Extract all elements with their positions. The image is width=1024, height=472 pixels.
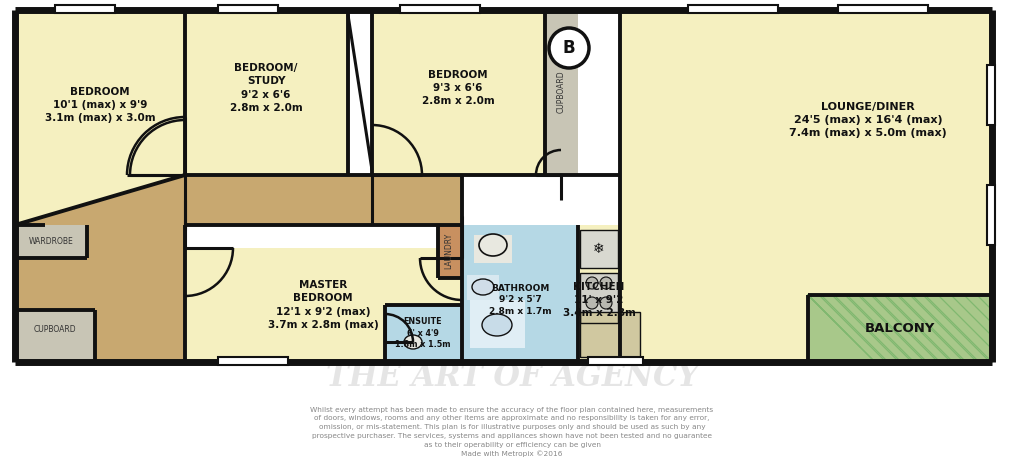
Bar	[838, 5, 928, 13]
Bar	[580, 230, 618, 268]
Text: BALCONY: BALCONY	[865, 321, 935, 335]
Ellipse shape	[404, 335, 422, 349]
Bar	[15, 10, 185, 225]
Text: LOUNGE/DINER
24'5 (max) x 16'4 (max)
7.4m (max) x 5.0m (max): LOUNGE/DINER 24'5 (max) x 16'4 (max) 7.4…	[790, 102, 947, 138]
Circle shape	[549, 28, 589, 68]
Text: BEDROOM/
STUDY
9'2 x 6'6
2.8m x 2.0m: BEDROOM/ STUDY 9'2 x 6'6 2.8m x 2.0m	[229, 63, 302, 113]
Bar	[580, 273, 618, 323]
Text: WARDROBE: WARDROBE	[29, 236, 74, 245]
Text: BEDROOM
10'1 (max) x 9'9
3.1m (max) x 3.0m: BEDROOM 10'1 (max) x 9'9 3.1m (max) x 3.…	[45, 87, 156, 123]
Circle shape	[586, 277, 598, 289]
Bar	[470, 300, 525, 348]
Ellipse shape	[482, 314, 512, 336]
Text: LAUNDRY: LAUNDRY	[444, 233, 454, 269]
Bar	[987, 185, 995, 245]
Bar	[467, 275, 499, 300]
Bar	[385, 305, 462, 362]
Bar	[185, 10, 348, 175]
Text: ENSUITE
6' x 4'9
1.8m x 1.5m: ENSUITE 6' x 4'9 1.8m x 1.5m	[395, 317, 451, 349]
Bar	[688, 5, 778, 13]
Text: CUPBOARD: CUPBOARD	[556, 71, 565, 113]
Ellipse shape	[479, 234, 507, 256]
Bar	[987, 65, 995, 125]
Bar	[545, 10, 578, 175]
Bar	[580, 312, 640, 357]
Text: THE ART OF AGENCY: THE ART OF AGENCY	[326, 362, 698, 394]
Bar	[385, 305, 462, 362]
Text: B: B	[562, 39, 575, 57]
Bar	[15, 225, 87, 258]
Bar	[578, 225, 620, 362]
Text: KITCHEN
11' x 9'2
3.4m x 2.8m: KITCHEN 11' x 9'2 3.4m x 2.8m	[562, 282, 636, 318]
Circle shape	[586, 297, 598, 309]
Bar	[400, 5, 480, 13]
Bar	[580, 230, 618, 268]
Ellipse shape	[472, 279, 494, 295]
Polygon shape	[15, 175, 462, 362]
Text: MASTER
BEDROOM
12'1 x 9'2 (max)
3.7m x 2.8m (max): MASTER BEDROOM 12'1 x 9'2 (max) 3.7m x 2…	[267, 280, 379, 330]
Bar	[580, 312, 640, 357]
Circle shape	[600, 297, 612, 309]
Text: ❄: ❄	[593, 242, 605, 256]
Bar	[588, 357, 643, 365]
Bar	[580, 273, 618, 323]
Bar	[185, 248, 462, 362]
Bar	[15, 310, 95, 362]
Bar	[218, 5, 278, 13]
Circle shape	[600, 277, 612, 289]
Bar	[620, 10, 992, 362]
Text: BEDROOM
9'3 x 6'6
2.8m x 2.0m: BEDROOM 9'3 x 6'6 2.8m x 2.0m	[422, 70, 495, 106]
Text: Whilst every attempt has been made to ensure the accuracy of the floor plan cont: Whilst every attempt has been made to en…	[310, 406, 714, 457]
Bar	[438, 225, 462, 278]
Bar	[474, 235, 512, 263]
Bar	[462, 225, 578, 362]
Text: CUPBOARD: CUPBOARD	[34, 326, 77, 335]
Bar	[55, 5, 115, 13]
Text: BATHROOM
9'2 x 5'7
2.8m x 1.7m: BATHROOM 9'2 x 5'7 2.8m x 1.7m	[488, 284, 551, 316]
Bar	[808, 295, 992, 362]
Bar	[372, 10, 545, 175]
Bar	[218, 357, 288, 365]
